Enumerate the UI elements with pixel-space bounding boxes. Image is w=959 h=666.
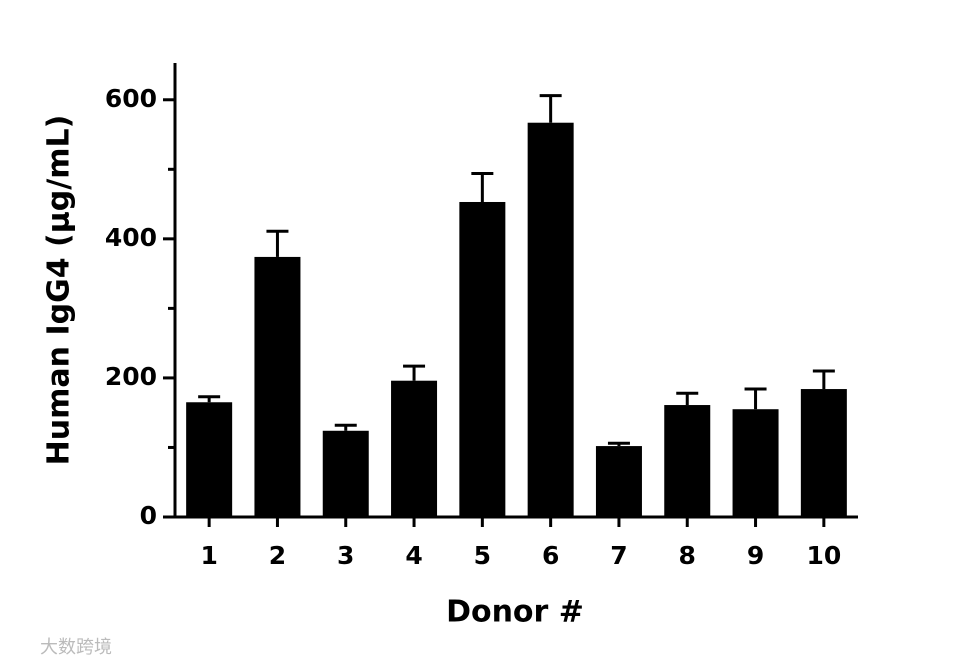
x-tick-label: 1 [200, 541, 217, 570]
x-tick-label: 10 [806, 541, 841, 570]
bar [254, 256, 301, 517]
x-axis-title: Donor # [446, 595, 584, 630]
y-tick-label: 400 [105, 223, 157, 252]
y-tick-label: 600 [105, 84, 157, 113]
x-tick-label: 6 [542, 541, 559, 570]
bar [391, 380, 438, 517]
bar [527, 122, 574, 518]
bar [186, 402, 233, 517]
bar [664, 405, 711, 517]
bar [322, 430, 369, 517]
y-axis-title: Human IgG4 (µg/mL) [42, 115, 77, 466]
bar [732, 409, 779, 517]
x-tick-label: 3 [337, 541, 354, 570]
bar [800, 389, 847, 517]
bar [459, 201, 506, 517]
x-tick-label: 8 [679, 541, 696, 570]
x-tick-label: 9 [747, 541, 764, 570]
x-tick-label: 7 [610, 541, 627, 570]
x-tick-label: 2 [269, 541, 286, 570]
watermark: 大数跨境 [40, 637, 112, 658]
bar [595, 446, 642, 517]
x-tick-label: 5 [474, 541, 491, 570]
x-tick-label: 4 [405, 541, 422, 570]
y-tick-label: 200 [105, 362, 157, 391]
y-tick-label: 0 [140, 501, 157, 530]
